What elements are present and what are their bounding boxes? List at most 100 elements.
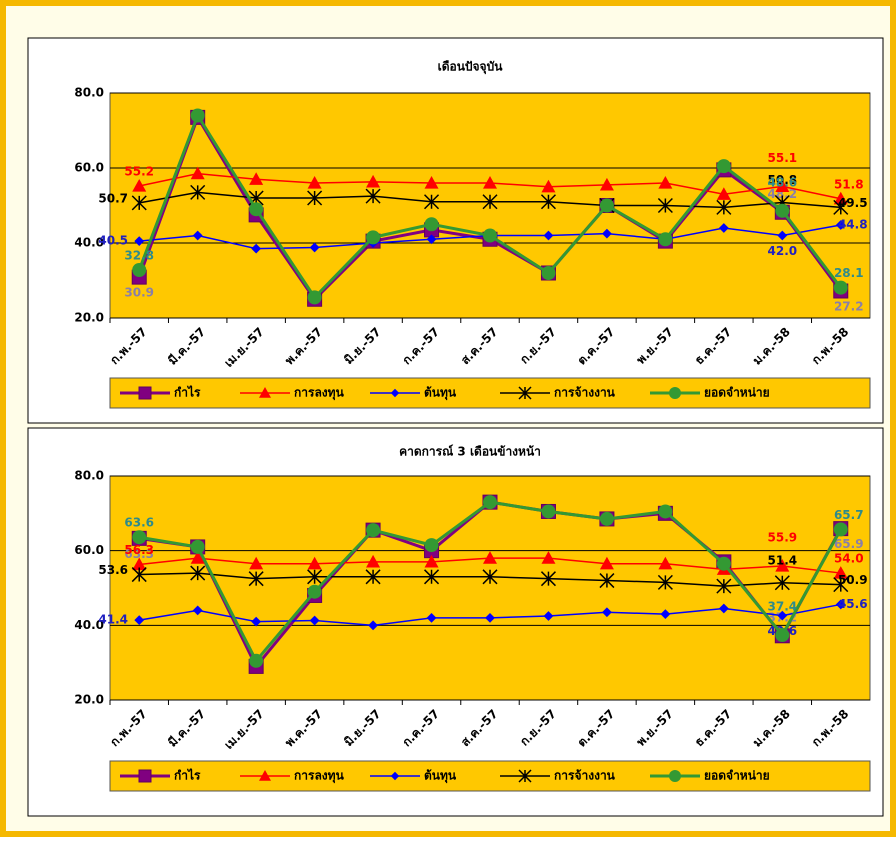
marker-triangle <box>541 551 556 564</box>
marker-asterisk <box>833 199 849 215</box>
marker-triangle <box>132 179 147 192</box>
marker-triangle <box>716 187 731 200</box>
marker-triangle <box>424 554 439 568</box>
marker-asterisk <box>424 569 440 585</box>
marker-diamond <box>426 234 437 245</box>
y-tick-label: 20.0 <box>74 693 104 707</box>
marker-asterisk <box>131 195 147 211</box>
y-tick-label: 80.0 <box>74 469 104 483</box>
y-tick-label: 40.0 <box>74 236 104 250</box>
data-label: 49.5 <box>838 196 868 210</box>
marker-circle <box>132 263 147 277</box>
marker-circle <box>190 108 205 123</box>
marker-diamond <box>192 605 203 616</box>
data-label: 65.9 <box>834 537 864 551</box>
y-tick-label: 40.0 <box>74 618 104 632</box>
data-label: 63.3 <box>124 547 154 561</box>
marker-diamond <box>543 230 554 241</box>
data-label: 65.7 <box>834 508 864 522</box>
marker-circle <box>483 495 497 510</box>
data-label: 50.7 <box>98 191 128 205</box>
marker-triangle <box>483 551 497 564</box>
marker-triangle <box>366 174 381 188</box>
marker-triangle <box>833 566 848 579</box>
marker-asterisk <box>424 194 440 210</box>
legend-label: การลงทุน <box>294 386 345 401</box>
data-label: 48.2 <box>768 187 798 201</box>
marker-asterisk <box>774 575 790 591</box>
marker-circle <box>599 511 614 526</box>
marker-circle <box>249 653 264 668</box>
marker-triangle <box>424 176 439 189</box>
marker-asterisk <box>482 194 498 210</box>
marker-asterisk <box>482 569 498 585</box>
marker-asterisk <box>365 569 381 585</box>
marker-circle <box>541 266 556 280</box>
data-label: 37.4 <box>768 600 798 614</box>
data-label: 40.5 <box>98 234 128 248</box>
marker-diamond <box>660 609 671 620</box>
marker-diamond <box>368 620 378 631</box>
marker-asterisk <box>657 574 673 590</box>
marker-circle <box>249 202 264 217</box>
marker-triangle <box>658 176 673 189</box>
marker-asterisk <box>131 567 147 583</box>
marker-triangle <box>132 557 147 571</box>
marker-diamond <box>426 612 437 623</box>
marker-circle <box>716 159 731 174</box>
data-label: 50.9 <box>838 573 868 587</box>
marker-triangle <box>366 554 381 568</box>
data-label: 50.8 <box>768 173 798 187</box>
data-label: 41.4 <box>98 613 128 627</box>
marker-asterisk <box>716 199 732 215</box>
marker-triangle <box>307 556 322 570</box>
marker-asterisk <box>307 190 323 206</box>
data-label: 56.3 <box>124 543 154 557</box>
marker-asterisk <box>599 573 615 589</box>
data-label: 45.6 <box>838 597 868 611</box>
marker-triangle <box>190 166 205 180</box>
marker-diamond <box>718 603 729 614</box>
marker-circle <box>366 230 381 245</box>
data-label: 55.2 <box>124 165 154 179</box>
legend-label: กำไร <box>174 768 201 783</box>
marker-diamond <box>543 611 554 621</box>
y-tick-label: 60.0 <box>74 161 104 175</box>
legend-label: ต้นทุน <box>424 386 457 401</box>
marker-triangle <box>249 556 264 570</box>
marker-triangle <box>307 176 322 189</box>
marker-circle <box>775 628 790 643</box>
marker-triangle <box>658 556 673 570</box>
data-label: 30.9 <box>124 286 154 300</box>
legend-label: การจ้างงาน <box>554 769 616 783</box>
data-label: 32.8 <box>124 249 154 263</box>
marker-circle <box>307 290 322 305</box>
marker-diamond <box>835 220 846 230</box>
marker-asterisk <box>307 569 323 585</box>
data-label: 55.9 <box>768 530 798 544</box>
marker-diamond <box>835 599 846 610</box>
data-label: 28.1 <box>834 266 864 280</box>
marker-triangle <box>541 179 556 193</box>
legend-label: ยอดจำหน่าย <box>704 769 770 783</box>
data-label: 51.8 <box>834 177 864 191</box>
marker-asterisk <box>190 184 206 200</box>
marker-triangle <box>599 177 614 191</box>
legend-box <box>109 760 871 792</box>
legend-label: ยอดจำหน่าย <box>704 386 770 400</box>
marker-diamond <box>485 612 495 623</box>
marker-triangle <box>775 558 790 572</box>
marker-circle <box>833 522 848 537</box>
marker-diamond <box>602 607 612 618</box>
marker-diamond <box>134 236 145 247</box>
marker-triangle <box>259 770 271 781</box>
marker-asterisk <box>540 571 556 587</box>
marker-asterisk <box>657 197 673 214</box>
marker-diamond <box>777 610 788 621</box>
marker-diamond <box>390 388 400 398</box>
data-label: 51.4 <box>768 553 798 567</box>
marker-triangle <box>775 179 790 192</box>
marker-asterisk <box>248 571 264 587</box>
marker-diamond <box>251 243 262 254</box>
